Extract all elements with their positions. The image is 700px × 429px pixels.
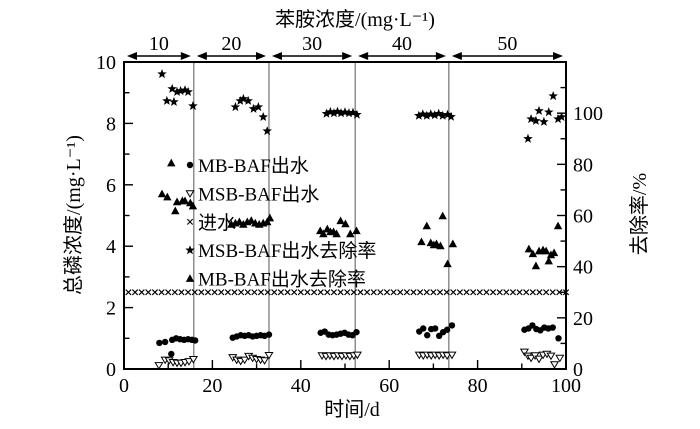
segment-label: 50 bbox=[497, 33, 517, 55]
tick-label: 100 bbox=[573, 103, 603, 125]
tick-label: 20 bbox=[573, 308, 593, 330]
axis-ticks bbox=[123, 61, 567, 370]
top-axis-range-arrows bbox=[127, 52, 563, 60]
tick-label: 6 bbox=[106, 175, 116, 197]
tick-label: 40 bbox=[291, 375, 311, 397]
data-series bbox=[125, 69, 570, 370]
tick-label: 8 bbox=[106, 113, 116, 135]
tick-label: 20 bbox=[202, 375, 222, 397]
segment-label: 40 bbox=[392, 33, 412, 55]
tick-label: 4 bbox=[106, 236, 116, 258]
series-进水 bbox=[125, 289, 570, 296]
bottom-axis-title: 时间/d bbox=[324, 398, 380, 421]
segment-label: 10 bbox=[149, 33, 169, 55]
tick-label: 60 bbox=[379, 375, 399, 397]
series-MB-BAF出水 bbox=[156, 322, 562, 358]
tick-label: 60 bbox=[573, 206, 593, 228]
range-arrow bbox=[127, 52, 191, 60]
range-arrow bbox=[451, 52, 563, 60]
legend-item: MSB-BAF出水 bbox=[185, 183, 319, 205]
segment-label: 20 bbox=[221, 33, 241, 55]
legend-item: MSB-BAF出水去除率 bbox=[185, 240, 376, 262]
legend-label: 进水 bbox=[198, 212, 236, 234]
range-arrow bbox=[196, 52, 266, 60]
legend-label: MSB-BAF出水 bbox=[198, 183, 319, 205]
tick-label: 40 bbox=[573, 257, 593, 279]
tick-label: 10 bbox=[96, 52, 116, 74]
series-MSB-BAF出水去除率 bbox=[157, 69, 567, 143]
series-MB-BAF出水去除率 bbox=[157, 158, 563, 270]
tick-label: 100 bbox=[551, 375, 581, 397]
tick-label: 80 bbox=[573, 154, 593, 176]
right-axis-title: 去除率/% bbox=[628, 173, 651, 255]
tick-label: 2 bbox=[106, 298, 116, 320]
tick-label: 80 bbox=[468, 375, 488, 397]
tick-label: 0 bbox=[106, 359, 116, 381]
legend-item: 进水 bbox=[186, 212, 236, 234]
tick-label: 0 bbox=[119, 375, 129, 397]
legend-item: MB-BAF出水去除率 bbox=[185, 269, 366, 291]
legend-label: MB-BAF出水去除率 bbox=[198, 269, 366, 291]
range-arrow bbox=[271, 52, 353, 60]
range-arrow bbox=[358, 52, 446, 60]
legend-label: MB-BAF出水 bbox=[198, 155, 309, 177]
top-axis-segment-labels: 10 20 30 40 50 bbox=[149, 33, 518, 55]
top-axis-title: 苯胺浓度/(mg·L⁻¹) bbox=[275, 8, 435, 31]
legend-item: MB-BAF出水 bbox=[186, 155, 309, 177]
legend-label: MSB-BAF出水去除率 bbox=[198, 240, 376, 262]
plot-border bbox=[123, 61, 567, 370]
tick-label: 0 bbox=[573, 359, 583, 381]
left-axis-title: 总磷浓度/(mg·L⁻¹) bbox=[62, 135, 85, 295]
segment-label: 30 bbox=[302, 33, 322, 55]
series-MSB-BAF出水 bbox=[154, 348, 565, 370]
